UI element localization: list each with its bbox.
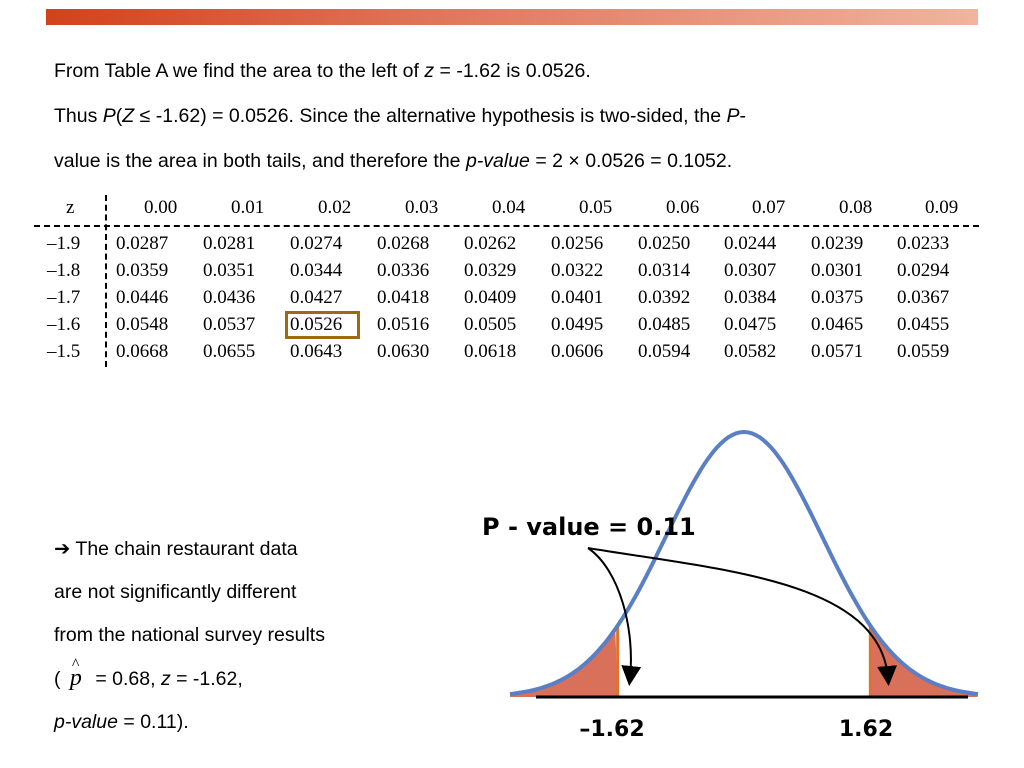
table-column-header: 0.08 [839,197,873,218]
table-cell: 0.0262 [464,233,517,254]
table-cell: 0.0618 [464,341,517,362]
right-tail-area [870,625,978,697]
table-cell: 0.0344 [290,260,343,281]
conclusion-line-2: are not significantly different [54,581,297,603]
table-vertical-divider [105,195,107,367]
table-cell: 0.0244 [724,233,777,254]
table-column-header: 0.04 [492,197,526,218]
table-cell: 0.0427 [290,287,343,308]
table-cell: 0.0322 [551,260,604,281]
highlight-box [285,311,360,339]
explanation-line-2: Thus P(Z ≤ -1.62) = 0.0526. Since the al… [54,105,746,127]
table-cell: 0.0446 [116,287,169,308]
table-column-header: 0.05 [579,197,613,218]
table-cell: 0.0281 [203,233,256,254]
table-row-label: –1.6 [47,314,81,335]
table-row-label: –1.5 [47,341,81,362]
conclusion-line-5: p-value = 0.11). [54,711,189,733]
table-cell: 0.0287 [116,233,169,254]
table-cell: 0.0274 [290,233,343,254]
table-cell: 0.0485 [638,314,691,335]
table-cell: 0.0239 [811,233,864,254]
table-cell: 0.0668 [116,341,169,362]
table-cell: 0.0336 [377,260,430,281]
table-cell: 0.0392 [638,287,691,308]
title-accent-bar [46,9,978,25]
table-cell: 0.0307 [724,260,777,281]
table-cell: 0.0409 [464,287,517,308]
table-cell: 0.0495 [551,314,604,335]
table-cell: 0.0606 [551,341,604,362]
table-cell: 0.0655 [203,341,256,362]
conclusion-line-3: from the national survey results [54,624,325,646]
table-cell: 0.0505 [464,314,517,335]
table-row-label: –1.8 [47,260,81,281]
table-cell: 0.0526 [290,314,343,335]
left-tail-area [510,629,618,697]
table-cell: 0.0314 [638,260,691,281]
table-cell: 0.0375 [811,287,864,308]
table-cell: 0.0329 [464,260,517,281]
table-cell: 0.0455 [897,314,950,335]
table-column-header: 0.03 [405,197,439,218]
left-tick-label: –1.62 [579,717,644,742]
table-cell: 0.0436 [203,287,256,308]
table-cell: 0.0559 [897,341,950,362]
table-cell: 0.0475 [724,314,777,335]
conclusion-line-1: ➔ The chain restaurant data [54,538,298,560]
table-header-divider [34,225,979,227]
left-pointer-arrow [587,547,642,686]
table-column-header: 0.00 [144,197,178,218]
table-row-label: –1.7 [47,287,81,308]
table-cell: 0.0233 [897,233,950,254]
table-column-header: 0.06 [666,197,700,218]
table-column-header: 0.02 [318,197,352,218]
table-cell: 0.0401 [551,287,604,308]
table-column-header: 0.01 [231,197,265,218]
conclusion-text: ➔ The chain restaurant data are not sign… [54,528,325,744]
p-hat-symbol: ^ p [69,656,82,691]
table-cell: 0.0301 [811,260,864,281]
table-cell: 0.0643 [290,341,343,362]
table-cell: 0.0630 [377,341,430,362]
right-pointer-arrow [587,547,897,686]
table-column-header: 0.07 [752,197,786,218]
table-cell: 0.0594 [638,341,691,362]
table-cell: 0.0465 [811,314,864,335]
table-cell: 0.0516 [377,314,430,335]
table-corner-label: z [66,197,75,218]
right-tick-label: 1.62 [839,717,893,742]
conclusion-line-4: ( ^ p = 0.68, z = -1.62, [54,656,325,701]
normal-distribution-figure: P - value = 0.11 –1.62 1.62 [482,429,979,742]
table-cell: 0.0294 [897,260,950,281]
normal-curve [509,429,979,697]
explanation-line-1: From Table A we find the area to the lef… [54,60,591,82]
table-column-header: 0.09 [925,197,959,218]
table-cell: 0.0256 [551,233,604,254]
table-cell: 0.0367 [897,287,950,308]
table-cell: 0.0268 [377,233,430,254]
table-cell: 0.0582 [724,341,777,362]
table-cell: 0.0384 [724,287,777,308]
z-table: z 0.00 0.01 0.02 0.03 0.04 0.05 0.06 0.07 0.08 0.0… [34,195,979,370]
explanation-line-3: value is the area in both tails, and the… [54,150,733,172]
table-cell: 0.0359 [116,260,169,281]
table-cell: 0.0351 [203,260,256,281]
table-cell: 0.0418 [377,287,430,308]
table-cell: 0.0548 [116,314,169,335]
table-cell: 0.0537 [203,314,256,335]
table-cell: 0.0250 [638,233,691,254]
table-row-label: –1.9 [47,233,81,254]
p-value-label: P - value = 0.11 [482,513,696,541]
table-cell: 0.0571 [811,341,864,362]
